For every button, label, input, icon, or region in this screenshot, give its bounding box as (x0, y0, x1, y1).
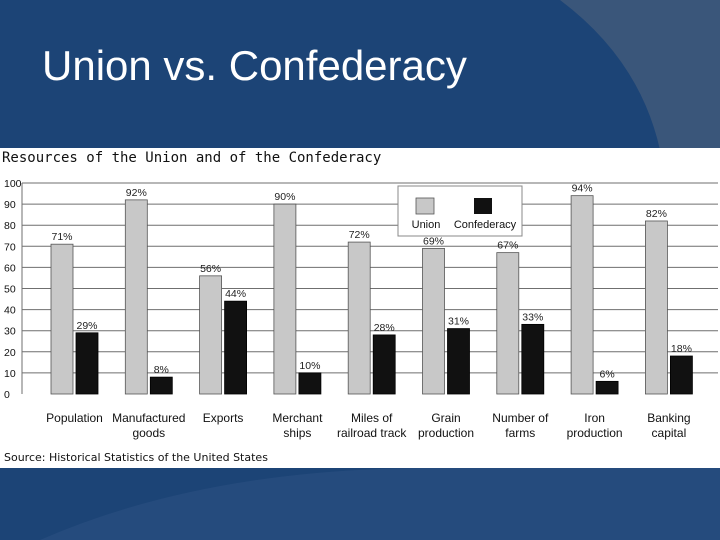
confederacy-data-label: 6% (600, 368, 615, 380)
legend-label-confederacy: Confederacy (454, 219, 517, 231)
legend-box (397, 185, 523, 237)
y-tick-label: 0 (4, 389, 10, 401)
category-label: Iron (584, 411, 605, 425)
category-label: Manufactured (112, 411, 185, 425)
union-data-label: 90% (274, 191, 295, 203)
category-label: production (567, 426, 623, 440)
union-data-label: 69% (423, 235, 444, 247)
category-label: Exports (203, 411, 244, 425)
confederacy-bar (224, 300, 248, 395)
chart-panel: 0 10 20 30 40 50 60 70 80 90 100 71% 29% Population 92… (0, 148, 720, 468)
confederacy-data-label: 31% (448, 316, 469, 328)
confederacy-bar (75, 332, 99, 395)
category-label: Banking (647, 411, 690, 425)
y-tick-label: 20 (4, 347, 16, 359)
y-tick-label: 100 (4, 178, 22, 190)
y-tick-label: 90 (4, 199, 16, 211)
union-bar (422, 248, 445, 395)
bar-chart: 0 10 20 30 40 50 60 70 80 90 100 71% 29% Population 92… (4, 178, 718, 440)
y-tick-label: 60 (4, 262, 16, 274)
y-tick-label: 10 (4, 368, 16, 380)
confederacy-bar (670, 355, 693, 395)
confederacy-data-label: 29% (76, 320, 97, 332)
confederacy-bar (149, 376, 173, 395)
chart-source: Source: Historical Statistics of the Uni… (4, 451, 268, 464)
category-label: goods (132, 426, 165, 440)
confederacy-data-label: 28% (374, 322, 395, 334)
y-tick-label: 40 (4, 305, 16, 317)
confederacy-bar (447, 328, 470, 395)
category-label: Merchant (272, 411, 323, 425)
union-data-label: 67% (497, 240, 518, 252)
union-data-label: 82% (646, 208, 667, 220)
union-data-label: 92% (126, 187, 147, 199)
confederacy-bar (372, 334, 396, 395)
legend-swatch-confederacy (474, 198, 492, 214)
category-label: Population (46, 411, 103, 425)
union-bar (347, 241, 371, 395)
confederacy-data-label: 18% (671, 343, 692, 355)
confederacy-bar (521, 323, 545, 395)
union-bar (124, 199, 148, 395)
category-label: railroad track (337, 426, 407, 440)
confederacy-bar (298, 372, 322, 395)
category-label: Number of (492, 411, 549, 425)
union-data-label: 56% (200, 263, 221, 275)
union-data-label: 72% (349, 229, 370, 241)
union-bar (50, 243, 74, 395)
legend-swatch-union (415, 197, 435, 215)
category-label: Miles of (351, 411, 393, 425)
union-data-label: 71% (51, 231, 72, 243)
union-bar (645, 220, 668, 395)
confederacy-data-label: 8% (154, 364, 169, 376)
confederacy-data-label: 10% (299, 360, 320, 372)
union-bar (199, 275, 223, 395)
legend: Union Confederacy (397, 185, 523, 237)
union-bar (496, 252, 520, 395)
confederacy-bar (595, 380, 619, 395)
category-label: farms (505, 426, 535, 440)
y-tick-label: 30 (4, 326, 16, 338)
category-label: production (418, 426, 474, 440)
confederacy-data-label: 44% (225, 288, 246, 300)
y-tick-label: 80 (4, 220, 16, 232)
union-data-label: 94% (572, 183, 593, 195)
union-bar (273, 203, 297, 395)
slide-title: Union vs. Confederacy (42, 42, 467, 89)
confederacy-data-label: 33% (522, 311, 543, 323)
y-tick-label: 70 (4, 241, 16, 253)
chart-title: Resources of the Union and of the Confed… (2, 150, 382, 166)
legend-label-union: Union (412, 219, 441, 231)
category-label: capital (652, 426, 687, 440)
category-label: ships (283, 426, 311, 440)
y-tick-label: 50 (4, 284, 16, 296)
union-bar (570, 195, 594, 395)
category-label: Grain (431, 411, 460, 425)
